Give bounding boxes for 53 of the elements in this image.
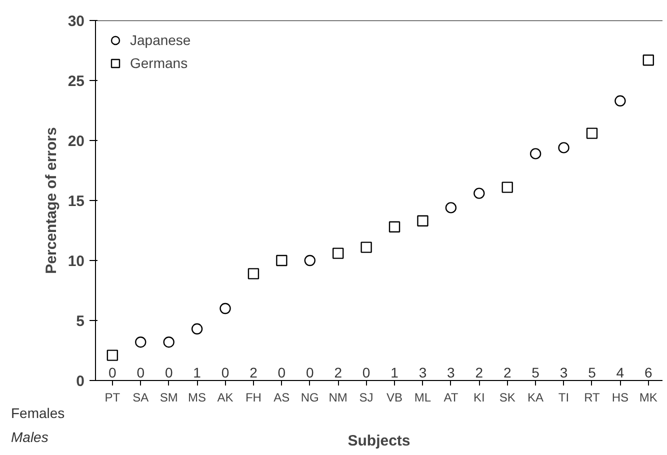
x-tick-label: AT xyxy=(444,390,459,404)
legend-label: Germans xyxy=(130,55,188,71)
x-tick-label: MS xyxy=(188,390,206,404)
x-tick-label: KI xyxy=(473,390,485,404)
annotation: 0 xyxy=(164,364,173,380)
x-tick-label: AS xyxy=(274,390,290,404)
annotation: 1 xyxy=(193,364,202,380)
x-tick-label: KA xyxy=(528,390,544,404)
y-tick-label: 0 xyxy=(76,373,84,390)
annotation: 2 xyxy=(503,364,512,380)
x-tick-label: ML xyxy=(414,390,432,404)
y-axis-title: Percentage of errors xyxy=(42,127,60,274)
annotation: 0 xyxy=(136,364,145,380)
annotation: 2 xyxy=(250,364,258,380)
x-tick-label: HS xyxy=(612,390,629,404)
x-tick-label: SJ xyxy=(359,390,374,404)
annotation: 1 xyxy=(390,364,399,380)
annotation: 0 xyxy=(306,364,314,380)
text: Females xyxy=(11,404,65,423)
x-tick-label: FH xyxy=(245,390,262,404)
y-tick-label: 15 xyxy=(68,193,85,210)
x-axis-title: Subjects xyxy=(348,432,410,450)
legend-label: Japanese xyxy=(130,32,191,48)
text: Males xyxy=(11,428,48,447)
annotation: 0 xyxy=(108,364,117,380)
y-tick-label: 25 xyxy=(68,73,85,90)
annotation: 3 xyxy=(418,364,427,380)
annotation: 0 xyxy=(278,364,286,380)
x-tick-label: SA xyxy=(132,390,149,404)
annotation: 5 xyxy=(588,364,596,380)
y-tick-label: 10 xyxy=(68,253,85,270)
x-tick-label: MK xyxy=(639,390,658,404)
annotation: 0 xyxy=(221,364,230,380)
x-tick-label: SK xyxy=(499,390,516,404)
annotation: 0 xyxy=(362,364,370,380)
x-tick-label: AK xyxy=(217,390,234,404)
x-tick-label: NG xyxy=(300,390,319,404)
x-tick-label: TI xyxy=(558,390,570,404)
x-tick-label: RT xyxy=(584,390,601,404)
annotation: 2 xyxy=(475,364,484,380)
x-tick-label: VB xyxy=(386,390,403,404)
annotation: 2 xyxy=(334,364,342,380)
x-tick-label: PT xyxy=(104,390,121,404)
y-tick-label: 5 xyxy=(76,313,84,330)
annotation: 4 xyxy=(616,364,624,380)
annotation: 3 xyxy=(560,364,568,380)
y-tick-label: 20 xyxy=(68,133,85,150)
x-tick-label: NM xyxy=(328,390,348,404)
x-tick-label: SM xyxy=(160,390,178,404)
annotation: 5 xyxy=(532,364,540,380)
annotation: 3 xyxy=(447,364,456,380)
y-tick-label: 30 xyxy=(68,13,85,30)
annotation: 6 xyxy=(644,364,652,380)
